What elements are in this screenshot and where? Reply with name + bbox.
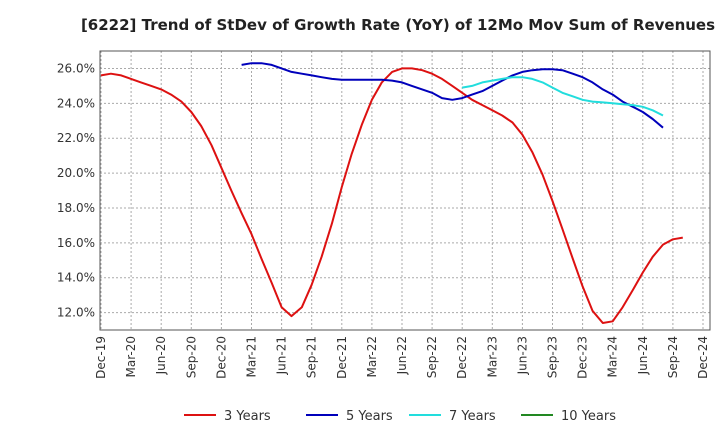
x-tick-label: Sep-21	[305, 336, 319, 378]
x-tick-label: Dec-19	[94, 336, 108, 379]
series-lines	[100, 62, 683, 324]
x-tick-label: Dec-20	[214, 336, 228, 379]
x-tick-label: Sep-23	[546, 336, 560, 378]
y-tick-label: 24.0%	[57, 96, 95, 110]
x-tick-label: Jun-24	[636, 336, 650, 375]
x-tick-label: Dec-21	[335, 336, 349, 379]
legend-label-10-years: 10 Years	[561, 409, 616, 424]
x-tick-label: Mar-22	[365, 336, 379, 377]
y-tick-label: 14.0%	[57, 271, 95, 285]
chart-title: [6222] Trend of StDev of Growth Rate (Yo…	[81, 16, 715, 34]
series-line-7-years	[462, 76, 664, 117]
y-tick-label: 12.0%	[57, 306, 95, 320]
x-tick-label: Mar-21	[245, 336, 259, 377]
x-tick-label: Mar-23	[485, 336, 499, 377]
legend: 3 Years 5 Years 7 Years 10 Years	[184, 409, 616, 424]
y-tick-label: 26.0%	[57, 61, 95, 75]
x-tick-label: Mar-24	[606, 336, 620, 377]
x-tick-label: Sep-24	[666, 336, 680, 378]
legend-label-3-years: 3 Years	[224, 409, 271, 424]
plot-frame	[99, 50, 711, 331]
y-tick-label: 16.0%	[57, 236, 95, 250]
legend-label-7-years: 7 Years	[449, 409, 496, 424]
x-tick-label: Jun-23	[515, 336, 529, 375]
y-axis-ticks: 12.0% 14.0% 16.0% 18.0% 20.0% 22.0% 24.0% 26.0%	[57, 61, 95, 319]
x-tick-label: Dec-23	[576, 336, 590, 379]
x-tick-label: Jun-21	[275, 336, 289, 375]
series-line-5-years	[241, 62, 664, 129]
x-tick-label: Sep-22	[425, 336, 439, 378]
grid	[100, 51, 710, 330]
x-axis-ticks: Dec-19 Mar-20 Jun-20 Sep-20 Dec-20 Mar-21 Jun-…	[94, 336, 710, 379]
x-tick-label: Dec-24	[696, 336, 710, 379]
x-tick-label: Dec-22	[455, 336, 469, 379]
series-line-3-years	[100, 67, 683, 324]
x-tick-label: Mar-20	[124, 336, 138, 377]
x-tick-label: Jun-20	[154, 336, 168, 375]
x-tick-label: Jun-22	[395, 336, 409, 375]
y-tick-label: 18.0%	[57, 201, 95, 215]
x-tick-label: Sep-20	[184, 336, 198, 378]
y-tick-label: 22.0%	[57, 131, 95, 145]
legend-label-5-years: 5 Years	[346, 409, 393, 424]
y-tick-label: 20.0%	[57, 166, 95, 180]
